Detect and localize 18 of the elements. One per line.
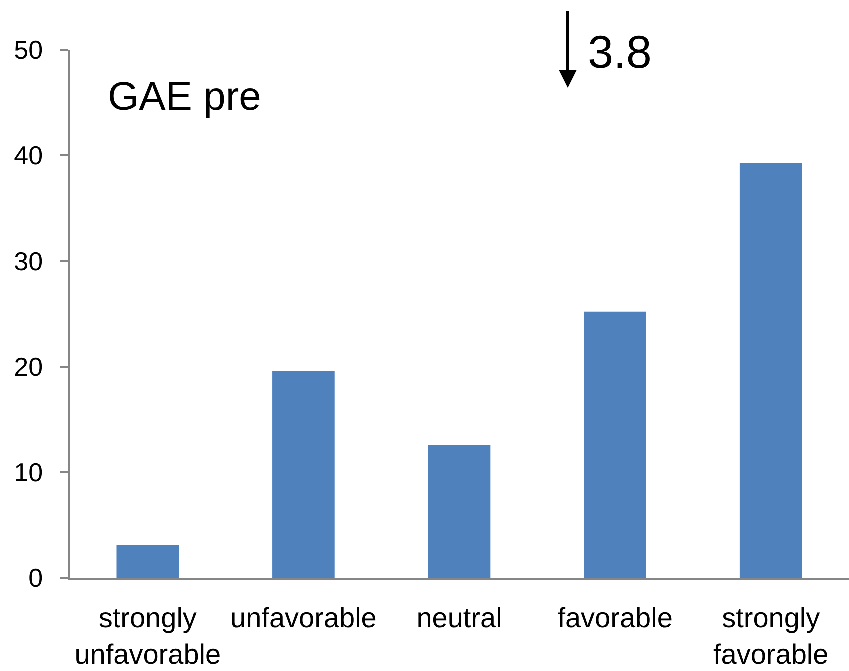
bar <box>740 162 802 578</box>
y-tick-label: 10 <box>14 458 44 488</box>
y-tick-label: 20 <box>14 352 44 382</box>
text: GAE pre <box>108 75 262 119</box>
x-tick-label: unfavorable <box>230 602 377 634</box>
x-tick-label: strongly favorable <box>714 602 829 670</box>
bar <box>272 371 335 578</box>
y-tick-label: 40 <box>14 140 44 171</box>
bar <box>428 444 491 578</box>
y-tick-label: 50 <box>14 35 44 66</box>
x-tick-label: strongly unfavorable <box>74 602 222 670</box>
bar <box>116 545 180 578</box>
y-tick-label: 30 <box>14 246 44 276</box>
bar <box>584 312 646 578</box>
x-tick-label: favorable <box>558 602 673 634</box>
y-tick-label: 0 <box>28 563 44 594</box>
x-tick-label: neutral <box>416 602 502 634</box>
annotation: 3.8 <box>588 26 652 78</box>
